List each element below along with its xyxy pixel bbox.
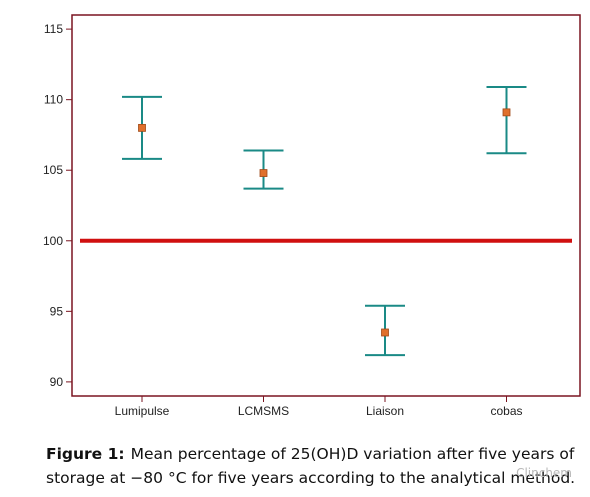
chart: 90 95 100 105 110 115 Lumipulse LCMSMS Liaison c… <box>43 14 581 418</box>
x-axis: Lumipulse LCMSMS Liaison cobas <box>115 396 523 418</box>
y-axis: 90 95 100 105 110 115 <box>43 22 72 389</box>
y-tick-label: 90 <box>50 375 64 389</box>
x-tick-label-lumipulse: Lumipulse <box>115 404 170 418</box>
y-tick-label: 100 <box>43 234 63 248</box>
plot-frame <box>71 14 581 397</box>
figure-caption-label: Figure 1: <box>46 445 125 463</box>
mean-marker-lumipulse <box>138 123 146 132</box>
mean-marker-cobas <box>502 108 511 117</box>
watermark: Clinchem <box>516 466 572 480</box>
y-tick-label: 110 <box>44 93 63 107</box>
x-tick-label-lcmsms: LCMSMS <box>238 404 289 418</box>
y-tick-label: 115 <box>44 22 63 36</box>
mean-marker-liaison <box>381 328 389 337</box>
x-tick-label-liaison: Liaison <box>366 404 404 418</box>
x-tick-label-cobas: cobas <box>490 404 522 418</box>
figure-caption: Figure 1: Mean percentage of 25(OH)D vari… <box>46 442 576 490</box>
y-tick-label: 105 <box>43 163 63 177</box>
error-bars <box>122 85 527 357</box>
figure-caption-text: Mean percentage of 25(OH)D variation aft… <box>46 445 576 487</box>
mean-marker-lcmsms <box>259 169 268 177</box>
y-tick-label: 95 <box>50 304 64 318</box>
